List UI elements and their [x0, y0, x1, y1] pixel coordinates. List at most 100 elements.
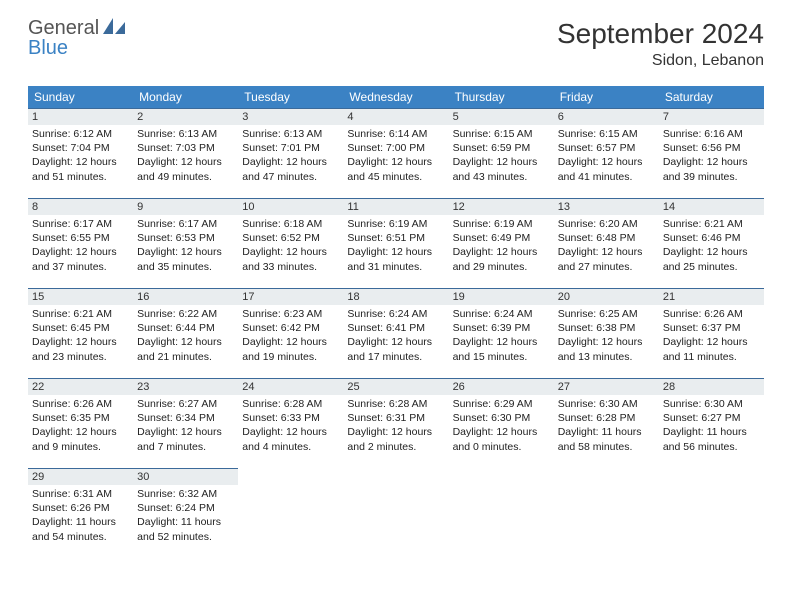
daylight-line1: Daylight: 12 hours [347, 155, 444, 169]
daylight-line1: Daylight: 12 hours [137, 425, 234, 439]
calendar-cell: 24Sunrise: 6:28 AMSunset: 6:33 PMDayligh… [238, 378, 343, 468]
day-number: 8 [28, 198, 133, 215]
sail-icon [103, 18, 125, 34]
calendar-cell: 16Sunrise: 6:22 AMSunset: 6:44 PMDayligh… [133, 288, 238, 378]
sunrise-line: Sunrise: 6:30 AM [558, 397, 655, 411]
calendar-cell [238, 468, 343, 558]
calendar-cell: 12Sunrise: 6:19 AMSunset: 6:49 PMDayligh… [449, 198, 554, 288]
daylight-line2: and 56 minutes. [663, 440, 760, 454]
day-details: Sunrise: 6:12 AMSunset: 7:04 PMDaylight:… [28, 125, 133, 186]
sunrise-line: Sunrise: 6:19 AM [347, 217, 444, 231]
sunrise-line: Sunrise: 6:32 AM [137, 487, 234, 501]
daylight-line2: and 11 minutes. [663, 350, 760, 364]
sunset-line: Sunset: 6:55 PM [32, 231, 129, 245]
calendar-cell: 7Sunrise: 6:16 AMSunset: 6:56 PMDaylight… [659, 108, 764, 198]
day-number: 10 [238, 198, 343, 215]
sunrise-line: Sunrise: 6:15 AM [453, 127, 550, 141]
sunset-line: Sunset: 6:45 PM [32, 321, 129, 335]
brand-logo: General Blue [28, 18, 125, 58]
sunrise-line: Sunrise: 6:12 AM [32, 127, 129, 141]
day-number: 17 [238, 288, 343, 305]
sunset-line: Sunset: 6:44 PM [137, 321, 234, 335]
sunset-line: Sunset: 6:48 PM [558, 231, 655, 245]
day-number: 4 [343, 108, 448, 125]
day-number: 15 [28, 288, 133, 305]
calendar-cell: 1Sunrise: 6:12 AMSunset: 7:04 PMDaylight… [28, 108, 133, 198]
daylight-line2: and 19 minutes. [242, 350, 339, 364]
calendar-cell: 3Sunrise: 6:13 AMSunset: 7:01 PMDaylight… [238, 108, 343, 198]
calendar-cell: 10Sunrise: 6:18 AMSunset: 6:52 PMDayligh… [238, 198, 343, 288]
day-details: Sunrise: 6:13 AMSunset: 7:01 PMDaylight:… [238, 125, 343, 186]
daylight-line1: Daylight: 11 hours [137, 515, 234, 529]
sunrise-line: Sunrise: 6:21 AM [663, 217, 760, 231]
calendar-row: 22Sunrise: 6:26 AMSunset: 6:35 PMDayligh… [28, 378, 764, 468]
calendar-cell: 18Sunrise: 6:24 AMSunset: 6:41 PMDayligh… [343, 288, 448, 378]
daylight-line2: and 17 minutes. [347, 350, 444, 364]
day-number: 3 [238, 108, 343, 125]
daylight-line1: Daylight: 12 hours [242, 335, 339, 349]
brand-part1: General [28, 17, 99, 39]
daylight-line2: and 33 minutes. [242, 260, 339, 274]
daylight-line2: and 54 minutes. [32, 530, 129, 544]
daylight-line1: Daylight: 12 hours [663, 335, 760, 349]
sunrise-line: Sunrise: 6:24 AM [453, 307, 550, 321]
month-title: September 2024 [557, 18, 764, 50]
sunrise-line: Sunrise: 6:28 AM [242, 397, 339, 411]
daylight-line1: Daylight: 12 hours [558, 155, 655, 169]
sunset-line: Sunset: 6:49 PM [453, 231, 550, 245]
sunrise-line: Sunrise: 6:17 AM [137, 217, 234, 231]
day-details: Sunrise: 6:22 AMSunset: 6:44 PMDaylight:… [133, 305, 238, 366]
day-number: 5 [449, 108, 554, 125]
sunset-line: Sunset: 6:30 PM [453, 411, 550, 425]
sunrise-line: Sunrise: 6:24 AM [347, 307, 444, 321]
calendar-cell: 26Sunrise: 6:29 AMSunset: 6:30 PMDayligh… [449, 378, 554, 468]
calendar-cell: 13Sunrise: 6:20 AMSunset: 6:48 PMDayligh… [554, 198, 659, 288]
sunset-line: Sunset: 7:04 PM [32, 141, 129, 155]
daylight-line1: Daylight: 11 hours [663, 425, 760, 439]
day-number: 9 [133, 198, 238, 215]
sunrise-line: Sunrise: 6:25 AM [558, 307, 655, 321]
sunrise-line: Sunrise: 6:19 AM [453, 217, 550, 231]
calendar-cell: 19Sunrise: 6:24 AMSunset: 6:39 PMDayligh… [449, 288, 554, 378]
weekday-header: Saturday [659, 86, 764, 108]
sunset-line: Sunset: 6:56 PM [663, 141, 760, 155]
sunset-line: Sunset: 7:01 PM [242, 141, 339, 155]
day-number: 18 [343, 288, 448, 305]
title-area: September 2024 Sidon, Lebanon [557, 18, 764, 70]
day-details: Sunrise: 6:24 AMSunset: 6:41 PMDaylight:… [343, 305, 448, 366]
calendar-cell: 28Sunrise: 6:30 AMSunset: 6:27 PMDayligh… [659, 378, 764, 468]
sunrise-line: Sunrise: 6:27 AM [137, 397, 234, 411]
day-number: 19 [449, 288, 554, 305]
sunrise-line: Sunrise: 6:17 AM [32, 217, 129, 231]
calendar-row: 29Sunrise: 6:31 AMSunset: 6:26 PMDayligh… [28, 468, 764, 558]
calendar-cell: 15Sunrise: 6:21 AMSunset: 6:45 PMDayligh… [28, 288, 133, 378]
daylight-line1: Daylight: 12 hours [558, 245, 655, 259]
day-number: 27 [554, 378, 659, 395]
day-details: Sunrise: 6:15 AMSunset: 6:57 PMDaylight:… [554, 125, 659, 186]
daylight-line2: and 39 minutes. [663, 170, 760, 184]
calendar-cell: 17Sunrise: 6:23 AMSunset: 6:42 PMDayligh… [238, 288, 343, 378]
sunrise-line: Sunrise: 6:14 AM [347, 127, 444, 141]
day-details: Sunrise: 6:20 AMSunset: 6:48 PMDaylight:… [554, 215, 659, 276]
day-number: 6 [554, 108, 659, 125]
day-details: Sunrise: 6:26 AMSunset: 6:35 PMDaylight:… [28, 395, 133, 456]
calendar-cell: 27Sunrise: 6:30 AMSunset: 6:28 PMDayligh… [554, 378, 659, 468]
calendar-cell: 9Sunrise: 6:17 AMSunset: 6:53 PMDaylight… [133, 198, 238, 288]
daylight-line1: Daylight: 12 hours [32, 425, 129, 439]
day-number: 14 [659, 198, 764, 215]
calendar-cell [343, 468, 448, 558]
sunset-line: Sunset: 7:00 PM [347, 141, 444, 155]
daylight-line1: Daylight: 12 hours [137, 245, 234, 259]
daylight-line1: Daylight: 12 hours [137, 155, 234, 169]
day-number: 25 [343, 378, 448, 395]
daylight-line2: and 29 minutes. [453, 260, 550, 274]
daylight-line2: and 43 minutes. [453, 170, 550, 184]
sunset-line: Sunset: 6:42 PM [242, 321, 339, 335]
day-details: Sunrise: 6:30 AMSunset: 6:28 PMDaylight:… [554, 395, 659, 456]
sunset-line: Sunset: 6:38 PM [558, 321, 655, 335]
calendar-cell: 11Sunrise: 6:19 AMSunset: 6:51 PMDayligh… [343, 198, 448, 288]
day-number: 20 [554, 288, 659, 305]
sunset-line: Sunset: 6:57 PM [558, 141, 655, 155]
daylight-line1: Daylight: 12 hours [242, 425, 339, 439]
calendar-cell: 4 Sunrise: 6:14 AMSunset: 7:00 PMDaylight… [343, 108, 448, 198]
